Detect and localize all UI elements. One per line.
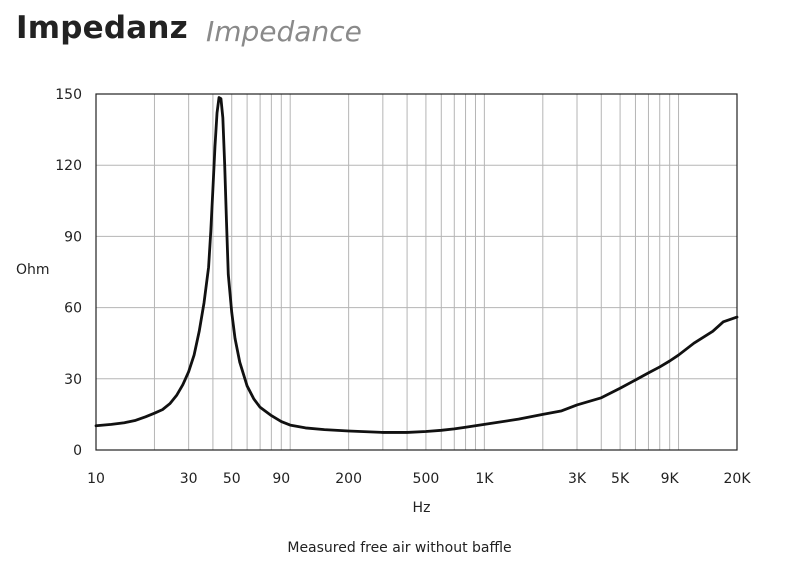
y-tick-label: 150 bbox=[55, 87, 82, 103]
impedance-curve bbox=[94, 96, 739, 434]
y-tick-label: 0 bbox=[73, 443, 82, 459]
y-tick-label: 30 bbox=[64, 372, 82, 388]
y-tick-label: 60 bbox=[64, 301, 82, 317]
x-tick-label: 5K bbox=[611, 471, 630, 487]
x-tick-label: 10 bbox=[87, 471, 105, 487]
x-tick-label: 9K bbox=[661, 471, 680, 487]
x-tick-label: 500 bbox=[413, 471, 440, 487]
chart-caption: Measured free air without baffle bbox=[287, 540, 511, 556]
x-tick-label: 50 bbox=[223, 471, 241, 487]
x-tick-label: 200 bbox=[335, 471, 362, 487]
x-tick-label: 3K bbox=[568, 471, 587, 487]
y-axis-ticks: 0 30 60 90 120 150 bbox=[55, 87, 82, 459]
x-tick-label: 20K bbox=[724, 471, 752, 487]
chart-subtitle: Impedance bbox=[206, 15, 362, 48]
chart-title: Impedanz bbox=[16, 10, 188, 46]
x-tick-label: 1K bbox=[475, 471, 494, 487]
y-tick-label: 90 bbox=[64, 229, 82, 245]
x-tick-label: 90 bbox=[272, 471, 290, 487]
x-tick-label: 30 bbox=[180, 471, 198, 487]
grid bbox=[95, 93, 738, 451]
y-tick-label: 120 bbox=[55, 158, 82, 174]
y-axis-label: Ohm bbox=[16, 262, 50, 278]
x-axis-label: Hz bbox=[413, 500, 431, 516]
x-axis-ticks: 10 30 50 90 200 500 1K 3K 5K 9K 20K bbox=[87, 471, 751, 487]
plot-frame bbox=[95, 93, 738, 451]
